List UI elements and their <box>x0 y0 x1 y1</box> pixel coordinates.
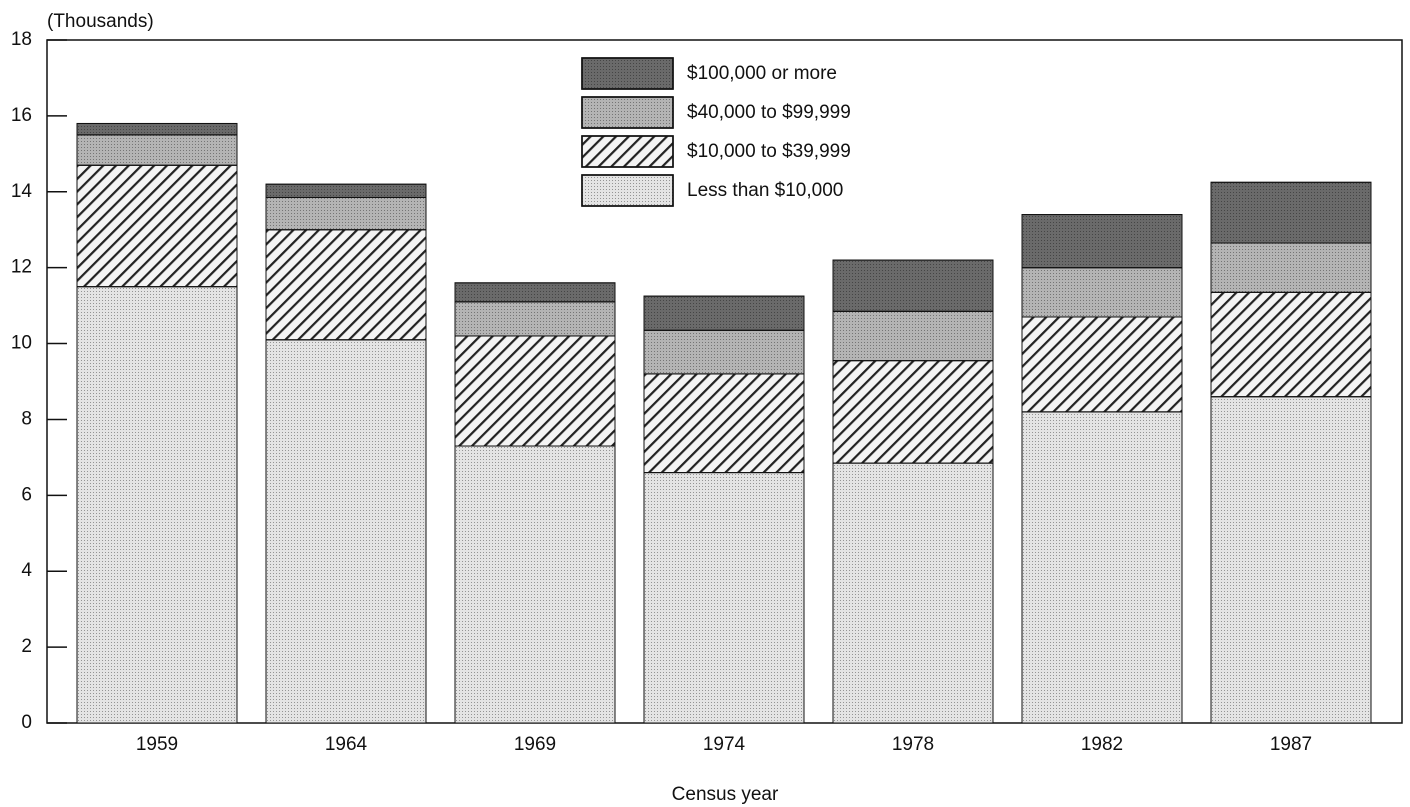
y-unit-label: (Thousands) <box>47 11 154 32</box>
legend-label: $40,000 to $99,999 <box>687 102 851 123</box>
bar-texture <box>454 445 616 724</box>
legend-swatch-texture <box>581 57 674 90</box>
y-tick-label: 6 <box>21 484 32 505</box>
legend-label: Less than $10,000 <box>687 180 843 201</box>
bar-texture <box>76 134 238 166</box>
bar-texture <box>832 360 994 464</box>
bar-texture <box>1210 181 1372 244</box>
legend-swatch-texture <box>581 96 674 129</box>
bar-texture <box>1210 291 1372 398</box>
x-axis-label: Census year <box>672 784 779 805</box>
x-tick-label: 1974 <box>703 734 746 755</box>
bar-texture <box>832 259 994 312</box>
bar-texture <box>265 229 427 341</box>
bar-texture <box>265 196 427 231</box>
legend-swatch-texture <box>581 135 674 168</box>
bar-texture <box>76 122 238 136</box>
bar-texture <box>643 472 805 724</box>
y-tick-label: 14 <box>11 181 33 202</box>
bar-texture <box>1021 316 1183 413</box>
y-tick-label: 12 <box>11 257 32 278</box>
bar-texture <box>832 310 994 362</box>
bar-texture <box>643 295 805 331</box>
bar-texture <box>1021 411 1183 724</box>
bar-texture <box>265 339 427 724</box>
x-tick-label: 1969 <box>514 734 556 755</box>
legend-label: $10,000 to $39,999 <box>687 141 851 162</box>
y-tick-label: 0 <box>21 712 32 733</box>
bar-texture <box>643 373 805 474</box>
bar-texture <box>76 286 238 724</box>
y-tick-label: 18 <box>11 29 32 50</box>
y-tick-label: 16 <box>11 105 32 126</box>
x-tick-label: 1978 <box>892 734 934 755</box>
y-tick-label: 2 <box>21 636 32 657</box>
x-tick-label: 1964 <box>325 734 368 755</box>
y-tick-label: 4 <box>21 560 32 581</box>
x-tick-label: 1959 <box>136 734 178 755</box>
bar-texture <box>643 329 805 375</box>
bar-texture <box>454 301 616 337</box>
legend-label: $100,000 or more <box>687 63 837 84</box>
bar-texture <box>1021 267 1183 318</box>
x-tick-label: 1982 <box>1081 734 1123 755</box>
bar-texture <box>454 282 616 303</box>
bar-texture <box>454 335 616 447</box>
bar-texture <box>265 183 427 198</box>
bar-texture <box>1210 242 1372 293</box>
bar-texture <box>1021 214 1183 269</box>
x-tick-label: 1987 <box>1270 734 1312 755</box>
y-tick-label: 8 <box>21 408 32 429</box>
legend-swatch-texture <box>581 174 674 207</box>
bar-texture <box>832 462 994 724</box>
bar-texture <box>1210 396 1372 724</box>
y-tick-label: 10 <box>11 333 32 354</box>
bar-texture <box>76 164 238 288</box>
